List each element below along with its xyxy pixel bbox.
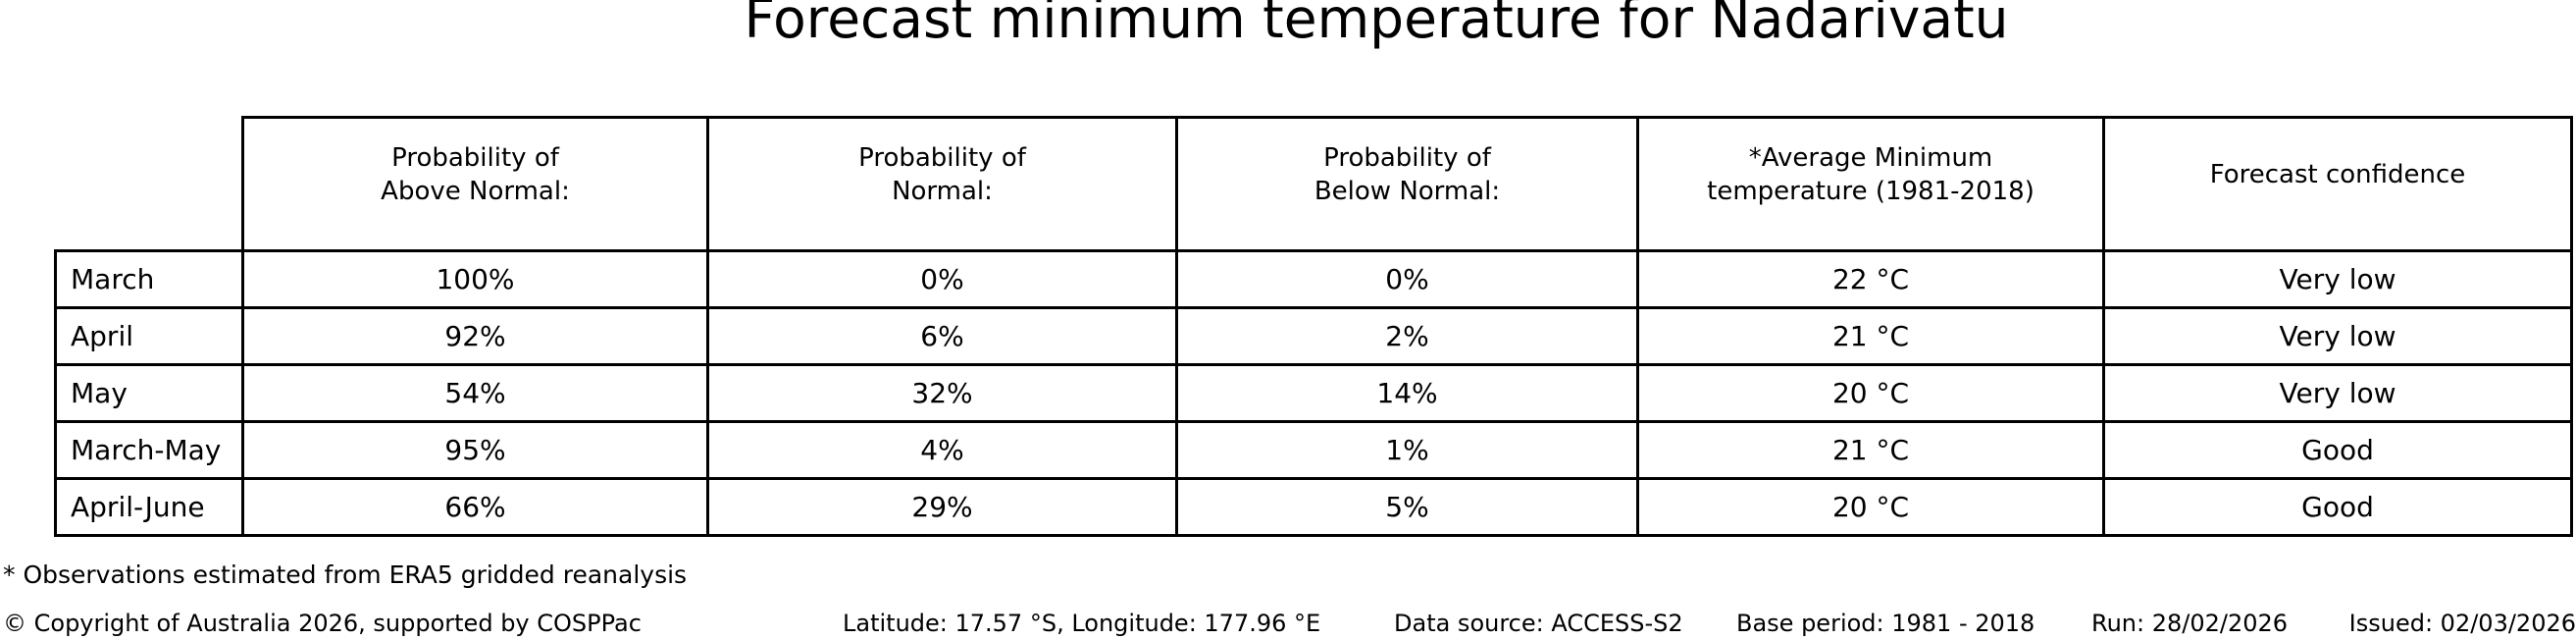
cell-below-normal: 0% (1175, 249, 1639, 309)
cell-normal: 6% (706, 306, 1178, 366)
run-date-text: Run: 28/02/2026 (2091, 610, 2289, 637)
table-header-row: Probability of Above Normal: Probability… (56, 116, 2573, 252)
cell-below-normal: 14% (1175, 363, 1639, 423)
cell-above-normal: 92% (241, 306, 709, 366)
cell-average-temp: 21 °C (1636, 306, 2105, 366)
cell-confidence: Very low (2102, 306, 2573, 366)
cell-below-normal: 2% (1175, 306, 1639, 366)
cell-above-normal: 54% (241, 363, 709, 423)
cell-confidence: Good (2102, 477, 2573, 537)
column-header-above-normal: Probability of Above Normal: (241, 116, 709, 252)
forecast-table: Probability of Above Normal: Probability… (54, 116, 2573, 537)
cell-average-temp: 21 °C (1636, 420, 2105, 480)
row-label: April-June (54, 477, 244, 537)
row-label: May (54, 363, 244, 423)
cell-average-temp: 20 °C (1636, 477, 2105, 537)
cell-confidence: Very low (2102, 363, 2573, 423)
cell-confidence: Good (2102, 420, 2573, 480)
base-period-text: Base period: 1981 - 2018 (1736, 610, 2035, 637)
cell-average-temp: 20 °C (1636, 363, 2105, 423)
corner-cell (56, 118, 243, 251)
column-header-below-normal: Probability of Below Normal: (1175, 116, 1639, 252)
cell-below-normal: 5% (1175, 477, 1639, 537)
data-source-text: Data source: ACCESS-S2 (1394, 610, 1683, 637)
copyright-text: © Copyright of Australia 2026, supported… (3, 610, 642, 637)
page-title: Forecast minimum temperature for Nadariv… (744, 0, 2009, 50)
table-row-may: May 54% 32% 14% 20 °C Very low (54, 363, 2573, 423)
row-label: March (54, 249, 244, 309)
issued-date-text: Issued: 02/03/2026 (2348, 610, 2576, 637)
column-header-forecast-confidence: Forecast confidence (2102, 116, 2573, 252)
cell-normal: 29% (706, 477, 1178, 537)
row-label: April (54, 306, 244, 366)
cell-above-normal: 66% (241, 477, 709, 537)
table-row-march: March 100% 0% 0% 22 °C Very low (54, 249, 2573, 309)
cell-below-normal: 1% (1175, 420, 1639, 480)
row-label: March-May (54, 420, 244, 480)
table-row-april: April 92% 6% 2% 21 °C Very low (54, 306, 2573, 366)
cell-confidence: Very low (2102, 249, 2573, 309)
cell-normal: 4% (706, 420, 1178, 480)
column-header-normal: Probability of Normal: (706, 116, 1178, 252)
cell-above-normal: 95% (241, 420, 709, 480)
table-row-march-may: March-May 95% 4% 1% 21 °C Good (54, 420, 2573, 480)
observations-footnote: * Observations estimated from ERA5 gridd… (3, 560, 688, 589)
column-header-average-min-temp: *Average Minimum temperature (1981-2018) (1636, 116, 2105, 252)
cell-above-normal: 100% (241, 249, 709, 309)
cell-normal: 0% (706, 249, 1178, 309)
table-row-april-june: April-June 66% 29% 5% 20 °C Good (54, 477, 2573, 537)
cell-normal: 32% (706, 363, 1178, 423)
cell-average-temp: 22 °C (1636, 249, 2105, 309)
location-coordinates: Latitude: 17.57 °S, Longitude: 177.96 °E (843, 610, 1321, 637)
